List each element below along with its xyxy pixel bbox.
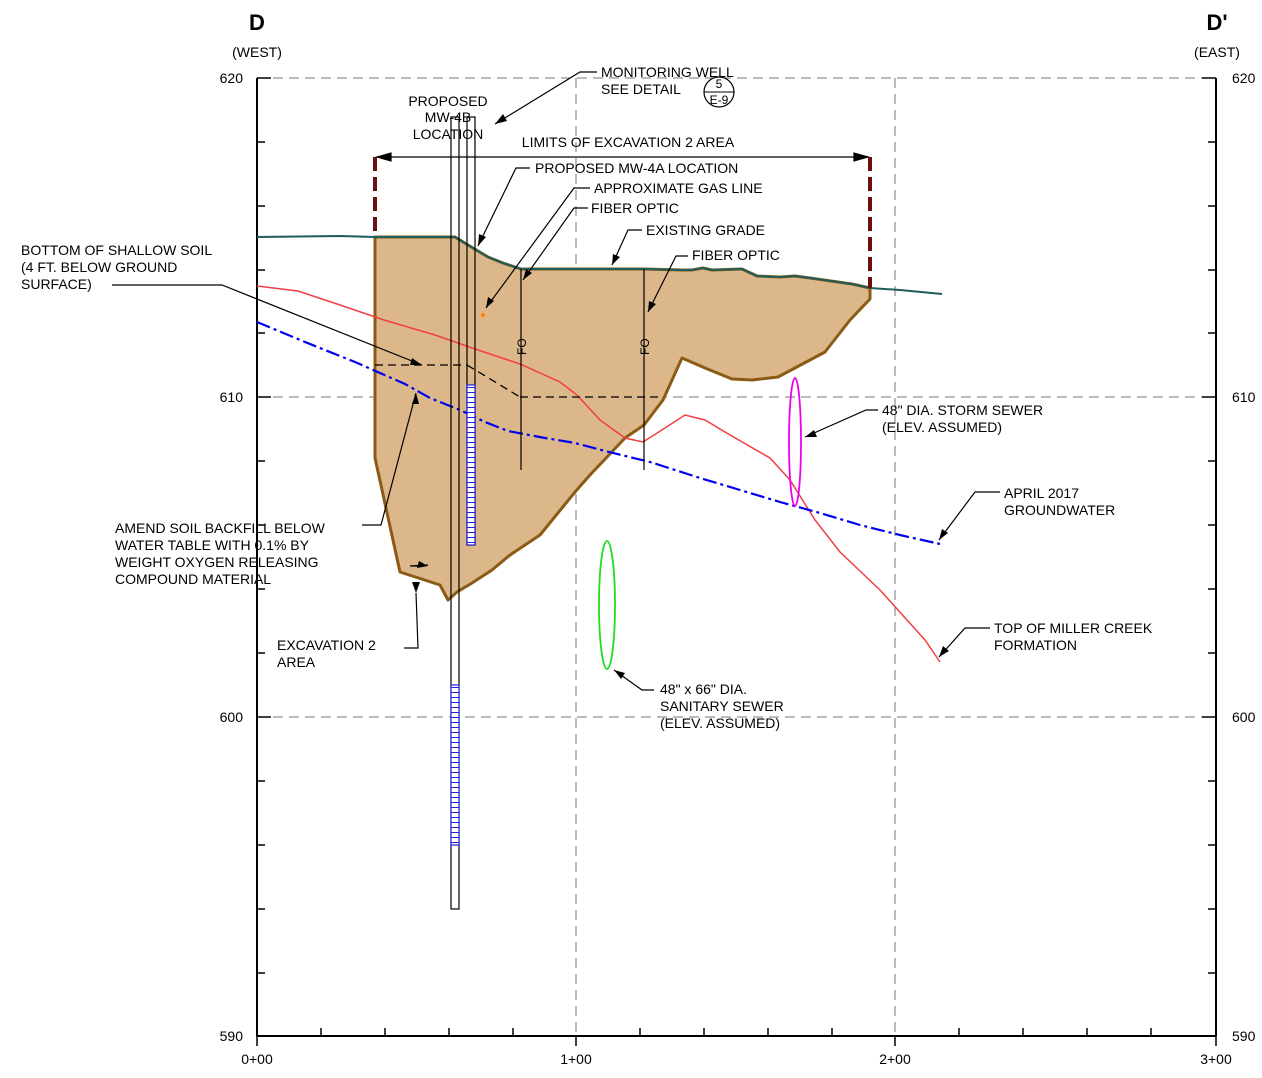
y-tick-label-left: 620: [220, 70, 244, 86]
mw-4a-well-screen: [466, 384, 476, 546]
sanitary-sewer-label-line1: 48" x 66" DIA.: [660, 681, 747, 697]
groundwater-line: [256, 320, 941, 546]
y-tick-label-right: 620: [1232, 70, 1256, 86]
section-left-direction: (WEST): [232, 44, 282, 60]
x-tick-label: 2+00: [879, 1051, 911, 1067]
leader-lines: [112, 71, 1000, 691]
mw-4b-well-casing: [450, 116, 460, 910]
gas-line-point: [480, 312, 486, 318]
mw-4b-label-line1: PROPOSED: [408, 93, 487, 109]
shallow-soil-label-line3: SURFACE): [21, 276, 92, 292]
storm-sewer-label-line2: (ELEV. ASSUMED): [882, 419, 1002, 435]
detail-sheet: E-9: [710, 93, 729, 107]
shallow-soil-label-line1: BOTTOM OF SHALLOW SOIL: [21, 242, 212, 258]
excavation-limit-markers: [373, 157, 872, 288]
section-left-letter: D: [249, 10, 265, 35]
detail-number: 5: [716, 77, 723, 91]
axes-frame: [256, 78, 1217, 1037]
see-detail-label: SEE DETAIL: [601, 81, 681, 97]
monitoring-well-label: MONITORING WELL: [601, 64, 734, 80]
miller-creek-label-line1: TOP OF MILLER CREEK: [994, 620, 1153, 636]
sanitary-sewer-label-line2: SANITARY SEWER: [660, 698, 784, 714]
amend-soil-label-line3: WEIGHT OXYGEN RELEASING: [115, 554, 319, 570]
gas-line-label: APPROXIMATE GAS LINE: [594, 180, 763, 196]
y-tick-label-left: 590: [220, 1028, 244, 1044]
y-tick-label-right: 590: [1232, 1028, 1256, 1044]
amend-soil-label-line4: COMPOUND MATERIAL: [115, 571, 271, 587]
groundwater-label-line1: APRIL 2017: [1004, 485, 1079, 501]
y-tick-label-left: 600: [220, 709, 244, 725]
mw-4b-label-line2: MW-4B: [425, 109, 471, 125]
x-tick-marks: [256, 1028, 1217, 1046]
x-tick-label: 0+00: [241, 1051, 273, 1067]
fiber-optic-label-a: FIBER OPTIC: [591, 200, 679, 216]
sanitary-sewer-label-line3: (ELEV. ASSUMED): [660, 715, 780, 731]
y-tick-marks: [257, 77, 1216, 974]
storm-sewer-label-line1: 48" DIA. STORM SEWER: [882, 402, 1043, 418]
mw-4a-label: PROPOSED MW-4A LOCATION: [535, 160, 738, 176]
y-tick-label-right: 610: [1232, 389, 1256, 405]
y-tick-label-left: 610: [220, 389, 244, 405]
amend-soil-label-line2: WATER TABLE WITH 0.1% BY: [115, 537, 310, 553]
section-right-letter: D': [1206, 10, 1227, 35]
detail-callout-bubble: 5 E-9: [703, 76, 735, 108]
fiber-optic-label-b: FIBER OPTIC: [692, 247, 780, 263]
section-right-direction: (EAST): [1194, 44, 1240, 60]
excavation-area: [373, 235, 872, 602]
x-tick-label: 3+00: [1200, 1051, 1232, 1067]
limits-of-excavation-label: LIMITS OF EXCAVATION 2 AREA: [522, 134, 735, 150]
x-tick-label: 1+00: [560, 1051, 592, 1067]
miller-creek-formation-line: [256, 285, 941, 663]
mw-4b-well-screen: [450, 684, 460, 846]
excavation-area-label-line1: EXCAVATION 2: [277, 637, 376, 653]
shallow-soil-label-line2: (4 FT. BELOW GROUND: [21, 259, 177, 275]
leader-arrowheads: [410, 114, 949, 679]
existing-grade-label: EXISTING GRADE: [646, 222, 765, 238]
amend-soil-label-line1: AMEND SOIL BACKFILL BELOW: [115, 520, 326, 536]
storm-sewer-ellipse: [788, 377, 802, 507]
y-tick-label-right: 600: [1232, 709, 1256, 725]
mw-4b-label-line3: LOCATION: [413, 126, 484, 142]
miller-creek-label-line2: FORMATION: [994, 637, 1077, 653]
sanitary-sewer-ellipse: [598, 540, 616, 670]
fiber-optic-tag-b: FO: [638, 338, 652, 355]
groundwater-label-line2: GROUNDWATER: [1004, 502, 1115, 518]
fiber-optic-tag-a: FO: [515, 338, 529, 355]
excavation-area-label-line2: AREA: [277, 654, 316, 670]
